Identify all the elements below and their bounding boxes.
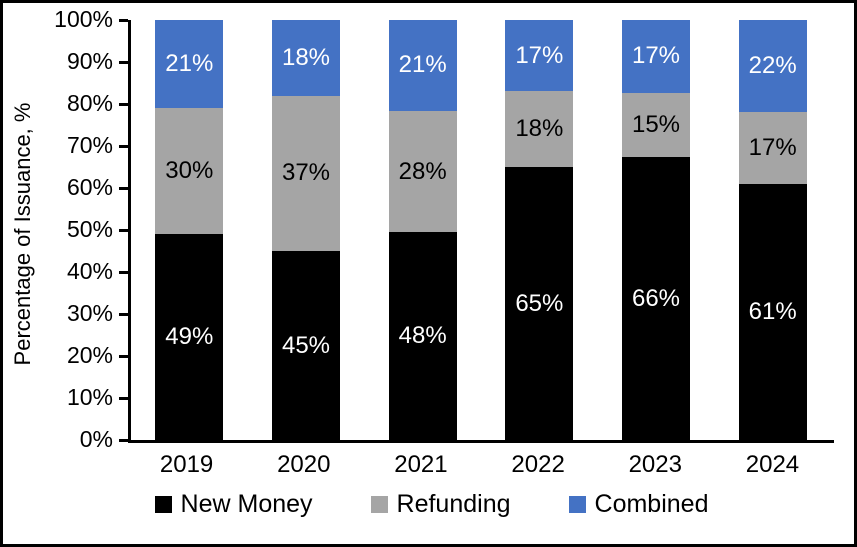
bar-slot-2021: 48% 28% 21% xyxy=(364,20,481,440)
legend-label: New Money xyxy=(180,490,313,518)
bar-segment-refunding-2020: 37% xyxy=(272,95,340,251)
data-label: 21% xyxy=(398,51,447,79)
y-tick-mark xyxy=(119,439,128,442)
bar-slot-2022: 65% 18% 17% xyxy=(481,20,598,440)
legend-swatch-icon xyxy=(154,496,172,513)
y-tick-label: 80% xyxy=(66,90,113,116)
y-tick-mark xyxy=(119,187,128,190)
y-tick-mark xyxy=(119,355,128,358)
data-label: 21% xyxy=(165,50,214,78)
bar-stack-2023: 66% 15% 17% xyxy=(622,20,691,440)
bar-stack-2019: 49% 30% 21% xyxy=(155,20,224,440)
y-tick-mark xyxy=(119,61,128,64)
bar-slot-2023: 66% 15% 17% xyxy=(598,20,715,440)
bar-segment-new-money-2019: 49% xyxy=(155,234,224,440)
y-tick-label: 100% xyxy=(54,6,113,32)
y-tick-mark xyxy=(119,313,128,316)
y-tick-label: 70% xyxy=(66,132,113,158)
x-axis-label-2024: 2024 xyxy=(745,451,800,478)
legend-item-combined: Combined xyxy=(568,490,709,519)
x-axis-label-2020: 2020 xyxy=(277,451,331,478)
y-tick-mark xyxy=(119,103,128,106)
y-tick-mark xyxy=(119,19,128,22)
bar-segment-combined-2023: 17% xyxy=(622,20,691,93)
bar-segment-refunding-2019: 30% xyxy=(155,108,224,235)
y-tick-mark xyxy=(119,145,128,148)
legend: New Money Refunding Combined xyxy=(3,490,854,519)
x-axis-label-2021: 2021 xyxy=(394,451,448,478)
bar-segment-combined-2022: 17% xyxy=(505,20,574,92)
y-axis-title: Percentage of Issuance, % xyxy=(10,102,35,366)
y-tick-mark xyxy=(119,271,128,274)
data-label: 37% xyxy=(281,159,331,187)
bar-segment-combined-2020: 18% xyxy=(272,20,340,96)
legend-label: Combined xyxy=(594,490,709,518)
y-tick-mark xyxy=(119,229,128,232)
data-label: 17% xyxy=(748,134,797,162)
legend-swatch-icon xyxy=(568,496,586,513)
data-label: 18% xyxy=(515,115,564,143)
data-label: 45% xyxy=(281,331,331,359)
bar-stack-2021: 48% 28% 21% xyxy=(388,20,457,440)
bar-segment-refunding-2022: 18% xyxy=(505,91,574,167)
data-label: 49% xyxy=(165,323,214,351)
y-tick-label: 60% xyxy=(66,174,113,200)
legend-item-refunding: Refunding xyxy=(370,490,511,519)
y-tick-label: 40% xyxy=(66,258,113,284)
y-tick-label: 0% xyxy=(79,426,113,452)
bar-slot-2020: 45% 37% 18% xyxy=(248,20,365,440)
legend-swatch-icon xyxy=(370,496,388,513)
y-tick-label: 30% xyxy=(66,300,113,326)
bar-slot-2024: 61% 17% 22% xyxy=(714,20,831,440)
bar-segment-refunding-2023: 15% xyxy=(622,92,691,158)
legend-item-new-money: New Money xyxy=(154,490,313,519)
data-label: 18% xyxy=(281,43,331,71)
y-tick-label: 20% xyxy=(66,342,113,368)
data-label: 17% xyxy=(631,42,681,70)
data-label: 28% xyxy=(398,157,447,185)
bar-slot-2019: 49% 30% 21% xyxy=(131,20,248,440)
data-label: 17% xyxy=(515,41,564,69)
bar-segment-new-money-2024: 61% xyxy=(738,183,807,440)
y-tick-label: 50% xyxy=(66,216,113,242)
data-label: 22% xyxy=(748,52,797,80)
data-label: 30% xyxy=(165,157,214,185)
data-label: 65% xyxy=(515,289,564,317)
bar-segment-new-money-2023: 66% xyxy=(622,157,691,440)
bar-segment-refunding-2021: 28% xyxy=(388,110,457,233)
bar-stack-2020: 45% 37% 18% xyxy=(272,20,340,440)
x-axis-labels: 2019 2020 2021 2022 2023 2024 xyxy=(128,451,831,479)
bar-stack-2024: 61% 17% 22% xyxy=(738,20,807,440)
bar-segment-new-money-2022: 65% xyxy=(505,167,574,440)
x-axis-label-2023: 2023 xyxy=(628,451,682,478)
bars-container: 49% 30% 21% 45% 37% 18% 48% 28% 21% 65% 18% 17% 66% 1… xyxy=(131,20,831,440)
bar-segment-combined-2024: 22% xyxy=(738,20,807,113)
plot-area: 49% 30% 21% 45% 37% 18% 48% 28% 21% 65% 18% 17% 66% 1… xyxy=(128,20,831,440)
x-axis-label-2022: 2022 xyxy=(511,451,565,478)
x-axis-line xyxy=(128,440,834,443)
bar-segment-combined-2021: 21% xyxy=(388,20,457,111)
bar-segment-new-money-2020: 45% xyxy=(272,251,340,440)
data-label: 15% xyxy=(631,111,681,139)
data-label: 66% xyxy=(631,284,681,312)
bar-stack-2022: 65% 18% 17% xyxy=(505,20,574,440)
data-label: 61% xyxy=(748,297,797,325)
legend-label: Refunding xyxy=(396,490,511,518)
y-tick-label: 90% xyxy=(66,48,113,74)
bar-segment-combined-2019: 21% xyxy=(155,20,224,109)
x-axis-label-2019: 2019 xyxy=(159,451,214,478)
y-tick-label: 10% xyxy=(66,384,113,410)
data-label: 48% xyxy=(398,322,447,350)
bar-segment-new-money-2021: 48% xyxy=(388,232,457,440)
bar-segment-refunding-2024: 17% xyxy=(738,112,807,184)
y-tick-mark xyxy=(119,397,128,400)
